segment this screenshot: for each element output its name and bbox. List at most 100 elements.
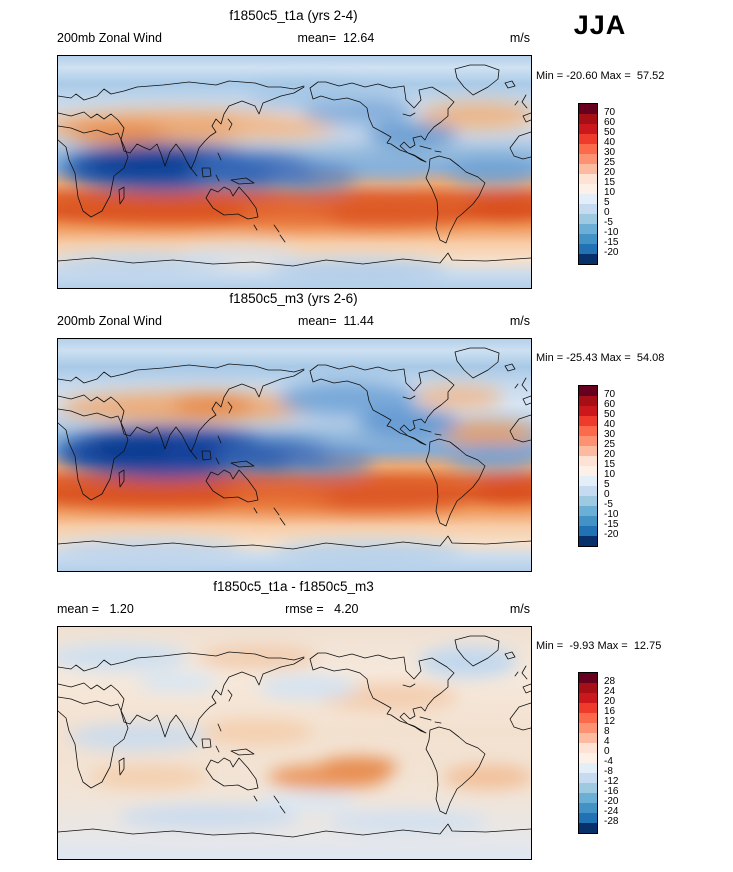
colorbar-tick-label: 12 (604, 716, 616, 727)
colorbar-tick-label: 30 (604, 429, 616, 440)
colorbar-cell (579, 466, 597, 476)
map-panel-1 (57, 55, 532, 289)
colorbar-cell (579, 506, 597, 516)
panel-2-mean-label: mean= 11.44 (297, 314, 374, 328)
colorbar-cells (578, 385, 598, 547)
colorbar-cells (578, 672, 598, 834)
panel-1-subtitle-row: 200mb Zonal Wind mean= 12.64 m/s (57, 31, 530, 45)
colorbar-cell (579, 723, 597, 733)
colorbar-cell (579, 446, 597, 456)
colorbar-tick-label: 8 (604, 726, 610, 737)
colorbar-tick-label: 25 (604, 157, 616, 168)
colorbar-cell (579, 703, 597, 713)
panel-1-units-label: m/s (509, 31, 530, 45)
colorbar-cell (579, 526, 597, 536)
colorbar-cell (579, 803, 597, 813)
colorbar-tick-label: 0 (604, 207, 610, 218)
panel-3-title: f1850c5_t1a - f1850c5_m3 (213, 579, 374, 594)
colorbar-cell (579, 174, 597, 184)
colorbar-cell (579, 164, 597, 174)
colorbar-tick-label: 20 (604, 696, 616, 707)
colorbar-cell (579, 813, 597, 823)
panel-3-subtitle-row: mean = 1.20 rmse = 4.20 m/s (57, 602, 530, 616)
colorbar-tick-label: 40 (604, 419, 616, 430)
colorbar-cell (579, 144, 597, 154)
colorbar-cell (579, 733, 597, 743)
field-blobs (58, 643, 531, 833)
colorbar-tick-label: 15 (604, 177, 616, 188)
colorbar-cell (579, 254, 597, 264)
colorbar-cell (579, 673, 597, 683)
panel-1-variable-label: 200mb Zonal Wind (57, 31, 162, 45)
panel-2-units-label: m/s (509, 314, 530, 328)
colorbar-1: 70 60 50 40 30 25 20 15 10 5 0 -5 -10 -15 -20 (578, 103, 648, 265)
colorbar-cell (579, 234, 597, 244)
colorbar-cell (579, 124, 597, 134)
panel-3-mean-label: mean = 1.20 (57, 602, 134, 616)
panel-2-minmax: Min = -25.43 Max = 54.08 (536, 352, 665, 364)
colorbar-cell (579, 456, 597, 466)
colorbar-tick-label: -5 (604, 217, 613, 228)
colorbar-tick-label: -5 (604, 499, 613, 510)
colorbar-tick-label: 28 (604, 676, 616, 687)
colorbar-cell (579, 416, 597, 426)
colorbar-tick-label: 20 (604, 449, 616, 460)
map-panel-3 (57, 626, 532, 860)
colorbar-cell (579, 194, 597, 204)
colorbar-tick-label: 0 (604, 489, 610, 500)
colorbar-tick-label: 24 (604, 686, 616, 697)
colorbar-tick-label: 70 (604, 389, 616, 400)
colorbar-tick-label: 50 (604, 409, 616, 420)
colorbar-cell (579, 396, 597, 406)
colorbar-tick-label: 60 (604, 117, 616, 128)
colorbar-cell (579, 753, 597, 763)
colorbar-tick-label: 50 (604, 127, 616, 138)
panel-2-title: f1850c5_m3 (yrs 2-6) (229, 291, 358, 306)
colorbar-tick-label: -15 (604, 237, 619, 248)
panel-3-rmse-label: rmse = 4.20 (285, 602, 359, 616)
colorbar-cell (579, 104, 597, 114)
panel-3-units-label: m/s (509, 602, 530, 616)
colorbar-tick-label: 15 (604, 459, 616, 470)
colorbar-tick-label: 40 (604, 137, 616, 148)
colorbar-cell (579, 783, 597, 793)
colorbar-tick-label: 0 (604, 746, 610, 757)
colorbar-cell (579, 476, 597, 486)
colorbar-cell (579, 763, 597, 773)
colorbar-cells (578, 103, 598, 265)
colorbar-tick-label: 60 (604, 399, 616, 410)
map-panel-2 (57, 338, 532, 572)
colorbar-tick-label: 10 (604, 187, 616, 198)
colorbar-tick-label: -24 (604, 806, 619, 817)
colorbar-tick-label: -20 (604, 796, 619, 807)
colorbar-cell (579, 134, 597, 144)
colorbar-tick-label: -10 (604, 227, 619, 238)
colorbar-tick-label: -4 (604, 756, 613, 767)
colorbar-tick-label: -20 (604, 247, 619, 258)
panel-1-mean-label: mean= 12.64 (297, 31, 375, 45)
colorbar-cell (579, 773, 597, 783)
panel-2-subtitle-row: 200mb Zonal Wind mean= 11.44 m/s (57, 314, 530, 328)
colorbar-cell (579, 436, 597, 446)
field-blobs (58, 84, 531, 284)
colorbar-tick-label: 10 (604, 469, 616, 480)
colorbar-cell (579, 386, 597, 396)
colorbar-cell (579, 743, 597, 753)
colorbar-cell (579, 486, 597, 496)
colorbar-cell (579, 713, 597, 723)
colorbar-tick-label: 5 (604, 479, 610, 490)
colorbar-cell (579, 406, 597, 416)
colorbar-tick-label: 5 (604, 197, 610, 208)
colorbar-cell (579, 114, 597, 124)
colorbar-cell (579, 516, 597, 526)
colorbar-cell (579, 496, 597, 506)
colorbar-cell (579, 823, 597, 833)
colorbar-tick-label: -8 (604, 766, 613, 777)
colorbar-cell (579, 214, 597, 224)
panel-2-variable-label: 200mb Zonal Wind (57, 314, 162, 328)
colorbar-tick-label: 25 (604, 439, 616, 450)
colorbar-cell (579, 224, 597, 234)
colorbar-3: 28 24 20 16 12 8 4 0 -4 -8 -12 -16 -20 -24 -28 (578, 672, 648, 834)
colorbar-cell (579, 426, 597, 436)
colorbar-cell (579, 693, 597, 703)
